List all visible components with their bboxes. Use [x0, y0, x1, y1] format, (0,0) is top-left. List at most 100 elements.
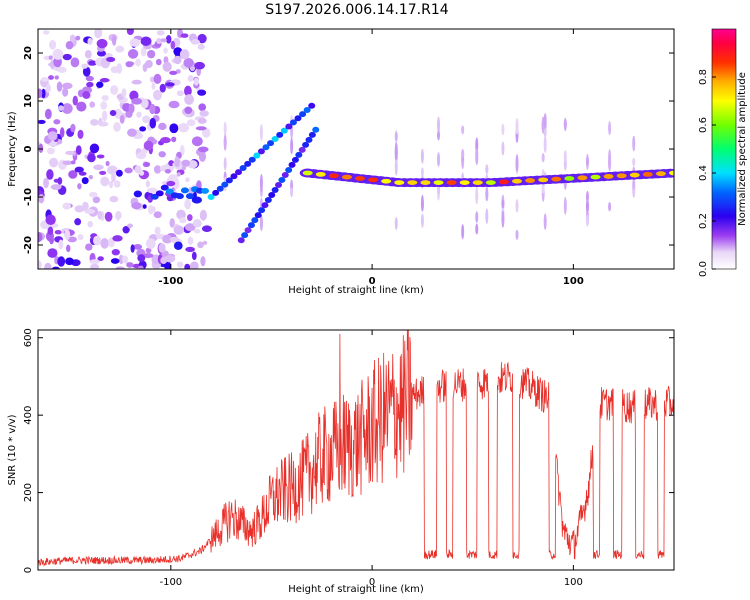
noise-blob: [84, 50, 92, 59]
noise-blob: [151, 82, 156, 90]
noise-blob: [131, 202, 142, 210]
noise-blob: [67, 236, 77, 243]
spectral-streak: [223, 121, 227, 137]
noise-blob: [135, 58, 141, 67]
noise-blob: [192, 219, 202, 228]
diagonal-blob: [239, 164, 247, 171]
noise-blob: [72, 95, 78, 106]
noise-blob: [190, 39, 200, 45]
noise-blob: [46, 169, 54, 180]
diagonal-blob: [258, 207, 266, 214]
main-line-peak: [459, 180, 470, 186]
diagonal-blob: [261, 202, 269, 209]
noise-blob: [201, 225, 212, 232]
noise-blob: [89, 101, 96, 108]
spectral-streak: [515, 229, 519, 241]
noise-blob: [169, 123, 179, 134]
spectral-streak: [475, 186, 479, 205]
colorbar-tick-label: 0.0: [698, 261, 709, 277]
noise-blob: [162, 61, 172, 72]
noise-blob: [61, 103, 73, 114]
colorbar-gradient: [711, 28, 737, 270]
noise-blob: [48, 39, 57, 50]
noise-blob: [197, 241, 204, 249]
spectral-streak: [608, 201, 612, 212]
main-line-peak: [433, 180, 444, 186]
early-line-blob: [160, 184, 169, 191]
x-tick-label: 100: [564, 577, 583, 588]
early-line-blob: [175, 193, 184, 200]
noise-blob: [126, 29, 134, 36]
spectral-streak: [394, 217, 398, 230]
diagonal-blob: [288, 161, 296, 168]
spectral-streak: [437, 130, 441, 141]
noise-blob: [143, 253, 154, 259]
spectral-streak: [394, 131, 398, 142]
noise-blob: [183, 58, 194, 68]
diagonal-blob: [308, 131, 316, 138]
noise-blob: [154, 226, 161, 236]
spectral-streak: [563, 150, 567, 164]
spectral-streak: [515, 199, 519, 213]
noise-blob: [47, 131, 58, 141]
noise-blob: [87, 153, 96, 163]
noise-blob: [44, 262, 52, 269]
noise-blob: [145, 180, 150, 188]
noise-blob: [181, 165, 186, 171]
noise-blob: [156, 37, 163, 44]
noise-blob: [187, 160, 198, 169]
y-tick-label: 600: [23, 328, 34, 347]
noise-blob: [142, 204, 147, 209]
noise-blob: [87, 37, 93, 45]
noise-blob: [197, 43, 205, 50]
noise-blob: [179, 217, 187, 224]
noise-blob: [110, 66, 120, 74]
noise-blob: [109, 195, 119, 203]
noise-blob: [191, 251, 197, 261]
noise-blob: [96, 154, 105, 159]
noise-blob: [137, 265, 144, 269]
noise-blob: [173, 225, 184, 235]
noise-blob: [100, 101, 108, 110]
y-tick-label: 400: [23, 406, 34, 425]
noise-blob: [96, 50, 106, 57]
main-line-peak: [381, 178, 392, 184]
early-line-blob: [180, 187, 189, 194]
noise-blob: [143, 140, 154, 151]
main-line-peak: [525, 178, 536, 183]
noise-blob: [114, 108, 123, 119]
main-line-peak: [407, 180, 418, 186]
snr-frame: [37, 329, 675, 571]
noise-blob: [101, 110, 108, 122]
diagonal-blob: [291, 156, 299, 163]
noise-blob: [107, 165, 118, 175]
noise-blob: [56, 81, 63, 92]
noise-blob: [165, 82, 175, 87]
x-tick-label: 0: [369, 577, 375, 588]
noise-blob: [125, 61, 134, 68]
noise-blob: [61, 82, 73, 90]
y-tick-label: 10: [23, 94, 34, 108]
y-tick-label: 200: [23, 483, 34, 502]
noise-blob: [70, 160, 76, 165]
diagonal-blob: [281, 171, 289, 178]
spectrogram-marks: [38, 29, 674, 269]
noise-blob: [43, 177, 49, 189]
x-tick-label: 100: [563, 276, 584, 287]
noise-blob: [202, 240, 208, 245]
diagonal-blob: [225, 177, 233, 184]
diagonal-blob: [285, 166, 293, 173]
noise-blob: [93, 235, 102, 246]
noise-blob: [199, 209, 207, 221]
main-line-peak: [485, 180, 496, 186]
noise-blob: [148, 204, 154, 215]
noise-blob: [156, 30, 165, 36]
noise-blob: [143, 161, 151, 167]
noise-blob: [88, 175, 94, 180]
noise-blob: [127, 223, 133, 229]
spectral-streak: [543, 213, 547, 230]
diagonal-blob: [285, 123, 293, 130]
noise-blob: [184, 263, 191, 269]
noise-blob: [48, 55, 53, 60]
diagonal-blob: [298, 146, 306, 153]
